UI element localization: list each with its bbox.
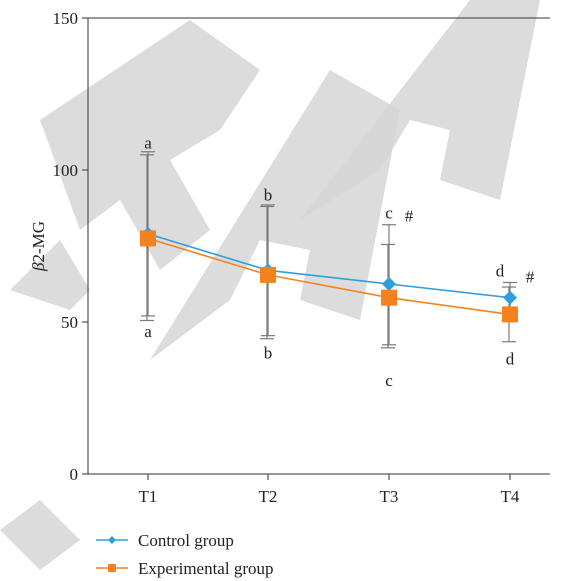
legend-label: Experimental group [138, 559, 274, 578]
data-point-experimental [502, 306, 518, 323]
annotation-label: c [385, 371, 393, 390]
watermark-stroke-a2 [300, 0, 540, 220]
x-ticks: T1 T2 T3 T4 [139, 474, 520, 506]
legend-marker-diamond [108, 536, 116, 544]
annotation-label: a [144, 322, 152, 341]
retracted-watermark [0, 0, 540, 570]
data-point-control [503, 290, 517, 305]
y-tick-label: 50 [61, 313, 78, 332]
y-axis-label-italic: β [29, 262, 48, 272]
data-point-experimental [260, 266, 276, 283]
y-axis-label: β2-MG [29, 221, 48, 272]
legend: Control group Experimental group [96, 531, 274, 578]
annotation-label: # [526, 267, 535, 286]
watermark-stroke-r [10, 20, 260, 310]
y-axis-label-rest: 2-MG [29, 221, 48, 263]
data-point-experimental [381, 289, 397, 306]
y-tick-label: 0 [70, 465, 79, 484]
y-tick-label: 150 [53, 9, 79, 28]
y-tick-label: 100 [53, 161, 79, 180]
data-point-experimental [140, 230, 156, 247]
x-tick-label: T3 [380, 487, 399, 506]
series-line-experimental [147, 237, 511, 316]
legend-label: Control group [138, 531, 234, 550]
annotations: a a b b c # c d # d [144, 134, 535, 390]
annotation-label: b [264, 343, 273, 362]
legend-marker-square [108, 564, 116, 572]
data-point-control [382, 277, 396, 291]
series-markers [140, 226, 518, 323]
axes [87, 17, 550, 475]
watermark-stroke-tail [0, 500, 80, 570]
annotation-label: d [496, 261, 505, 280]
annotation-label: # [405, 207, 414, 226]
annotation-label: b [264, 185, 273, 204]
series-line-control [147, 233, 511, 299]
annotation-label: a [144, 134, 152, 153]
x-tick-label: T1 [139, 487, 158, 506]
x-tick-label: T4 [501, 487, 520, 506]
x-tick-label: T2 [259, 487, 278, 506]
annotation-label: d [506, 350, 515, 369]
y-ticks: 0 50 100 150 [53, 9, 88, 484]
annotation-label: c [385, 204, 393, 223]
series-lines [147, 233, 511, 316]
